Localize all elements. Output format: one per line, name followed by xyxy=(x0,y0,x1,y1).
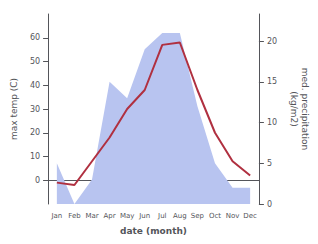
svg-text:0: 0 xyxy=(267,200,272,209)
svg-text:Aug: Aug xyxy=(173,212,187,220)
svg-text:10: 10 xyxy=(30,152,40,161)
svg-text:med. precipitation: med. precipitation xyxy=(300,68,310,150)
svg-text:Nov: Nov xyxy=(226,212,240,220)
svg-text:30: 30 xyxy=(30,105,40,114)
svg-text:Apr: Apr xyxy=(104,212,116,220)
svg-text:20: 20 xyxy=(30,128,40,137)
svg-text:Oct: Oct xyxy=(209,212,221,220)
svg-text:date (month): date (month) xyxy=(120,226,187,236)
svg-text:Dec: Dec xyxy=(243,212,257,220)
svg-text:10: 10 xyxy=(267,118,277,127)
svg-text:Jan: Jan xyxy=(50,212,62,220)
svg-text:15: 15 xyxy=(267,77,277,86)
svg-text:(kg/m2): (kg/m2) xyxy=(289,91,299,126)
svg-text:0: 0 xyxy=(35,176,40,185)
svg-text:Mar: Mar xyxy=(85,212,98,220)
svg-text:5: 5 xyxy=(267,159,272,168)
svg-text:Sep: Sep xyxy=(191,212,205,220)
svg-text:60: 60 xyxy=(30,33,40,42)
svg-text:Feb: Feb xyxy=(68,212,81,220)
svg-text:Jun: Jun xyxy=(138,212,150,220)
svg-text:May: May xyxy=(120,212,134,220)
svg-text:Jul: Jul xyxy=(157,212,167,220)
svg-text:40: 40 xyxy=(30,81,40,90)
svg-text:50: 50 xyxy=(30,57,40,66)
svg-text:max temp (C): max temp (C) xyxy=(9,78,19,140)
svg-text:20: 20 xyxy=(267,37,277,46)
